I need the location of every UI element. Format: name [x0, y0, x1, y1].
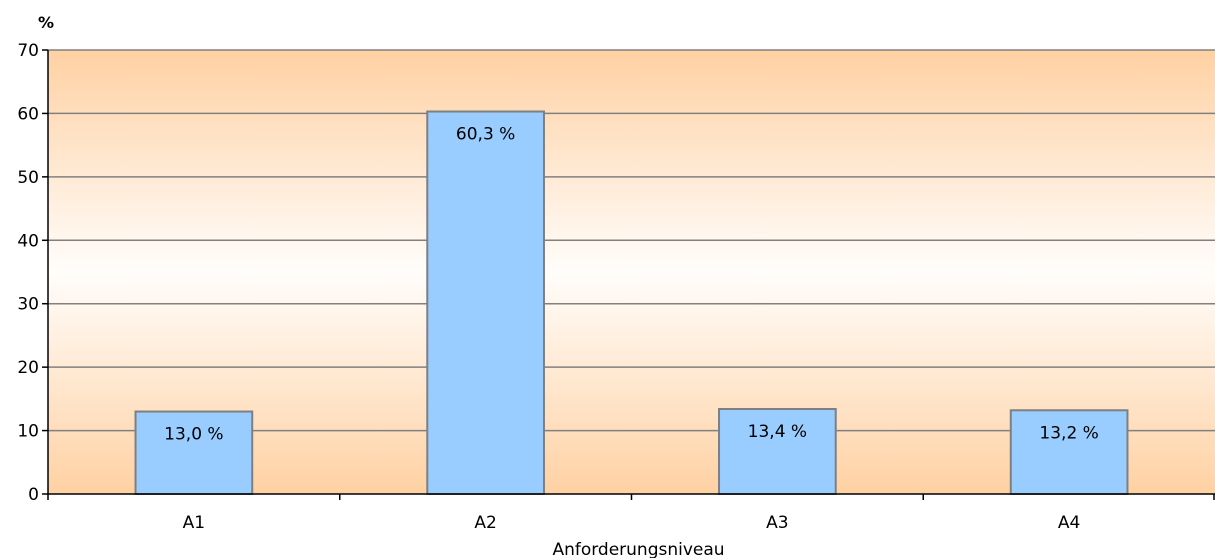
x-tick-label: A4 — [1058, 513, 1080, 533]
bar — [426, 110, 545, 495]
x-tick-label: A2 — [474, 513, 496, 533]
y-tick-label: 20 — [17, 358, 39, 378]
bar-data-label: 60,3 % — [456, 125, 515, 145]
bar — [1009, 409, 1129, 496]
axes — [42, 49, 1215, 500]
labels: 0 10 20 30 40 50 60 70 13,0 % A1 60,3 % A2 13,4 % A3 1… — [17, 41, 1098, 533]
x-tick-label: A1 — [183, 513, 205, 533]
y-tick-label: 0 — [28, 485, 39, 505]
bar-data-label: 13,4 % — [748, 422, 807, 442]
bar — [134, 410, 254, 495]
y-tick-label: 40 — [17, 231, 39, 251]
y-tick-label: 70 — [17, 41, 39, 61]
y-axis-unit-label: % — [38, 13, 54, 32]
x-axis-title: Anforderungsniveau — [552, 540, 724, 558]
bar-data-label: 13,0 % — [164, 425, 223, 445]
y-tick-label: 50 — [17, 168, 39, 188]
y-tick-label: 10 — [17, 422, 39, 442]
y-tick-label: 30 — [17, 295, 39, 315]
x-tick-label: A3 — [766, 513, 788, 533]
bar-data-label: 13,2 % — [1039, 423, 1098, 443]
y-tick-label: 60 — [17, 104, 39, 124]
